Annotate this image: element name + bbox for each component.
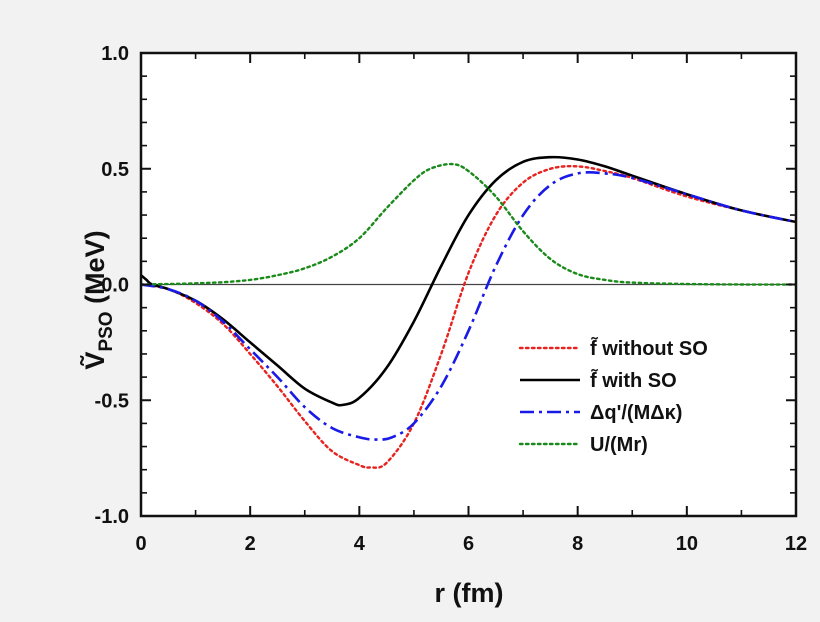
x-tick-label: 0 [135, 533, 146, 555]
legend-label-0: f̃ without SO [590, 336, 708, 360]
x-axis-title: r (fm) [435, 578, 504, 608]
y-tick-label: -1.0 [95, 506, 129, 528]
legend-label-3: U/(Mr) [590, 434, 648, 456]
y-axis-title-unit: (MeV) [80, 230, 110, 311]
y-axis-title: ṼPSO (MeV) [79, 230, 117, 369]
y-axis-title-main: Ṽ [79, 352, 110, 370]
x-tick-label: 12 [785, 533, 807, 555]
axes: 0 2 4 6 8 10 12 -1.0 -0.5 0.0 0.5 1.0 [95, 43, 808, 555]
x-tick-label: 4 [354, 533, 366, 555]
y-axis-title-sub: PSO [96, 311, 117, 351]
series-line-3 [141, 162, 796, 286]
x-tick-label: 2 [245, 533, 256, 555]
plot-area [141, 53, 796, 516]
y-tick-label: 1.0 [101, 43, 129, 65]
x-tick-label: 10 [676, 533, 698, 555]
y-tick-label: 0.5 [101, 159, 129, 181]
legend-label-2: Δq'/(MΔκ) [590, 402, 682, 424]
x-tick-label: 8 [572, 533, 583, 555]
legend-label-1: f̃ with SO [590, 368, 677, 392]
y-tick-label: -0.5 [95, 390, 129, 412]
series-line-2 [141, 171, 796, 441]
series-line-0 [141, 165, 796, 469]
svg-text:ṼPSO (MeV): ṼPSO (MeV) [79, 230, 117, 369]
y-tick-label: 0.0 [101, 275, 129, 297]
x-tick-label: 6 [463, 533, 474, 555]
legend: f̃ without SO f̃ with SO Δq'/(MΔκ) U/(Mr) [518, 336, 708, 456]
